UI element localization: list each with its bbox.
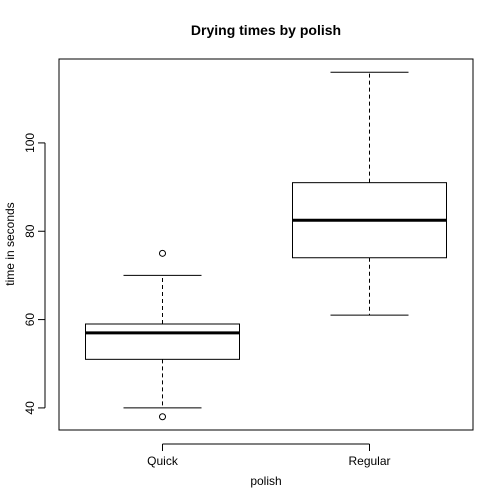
x-axis-label: polish [250,474,281,488]
chart-title: Drying times by polish [191,22,341,38]
x-tick-label: Quick [147,454,179,468]
x-axis: Quick Regular [147,444,390,468]
y-tick-label: 100 [23,133,37,153]
outlier-point [160,414,166,420]
outlier-point [160,250,166,256]
box-regular [293,72,447,315]
y-tick-label: 80 [23,224,37,238]
y-tick-label: 40 [23,401,37,415]
y-tick-label: 60 [23,313,37,327]
box-quick [86,250,240,419]
x-tick-label: Regular [348,454,390,468]
iqr-box [86,324,240,359]
y-axis: 40 60 80 100 [23,133,45,415]
box-series [86,72,447,420]
y-axis-label: time in seconds [3,202,17,285]
